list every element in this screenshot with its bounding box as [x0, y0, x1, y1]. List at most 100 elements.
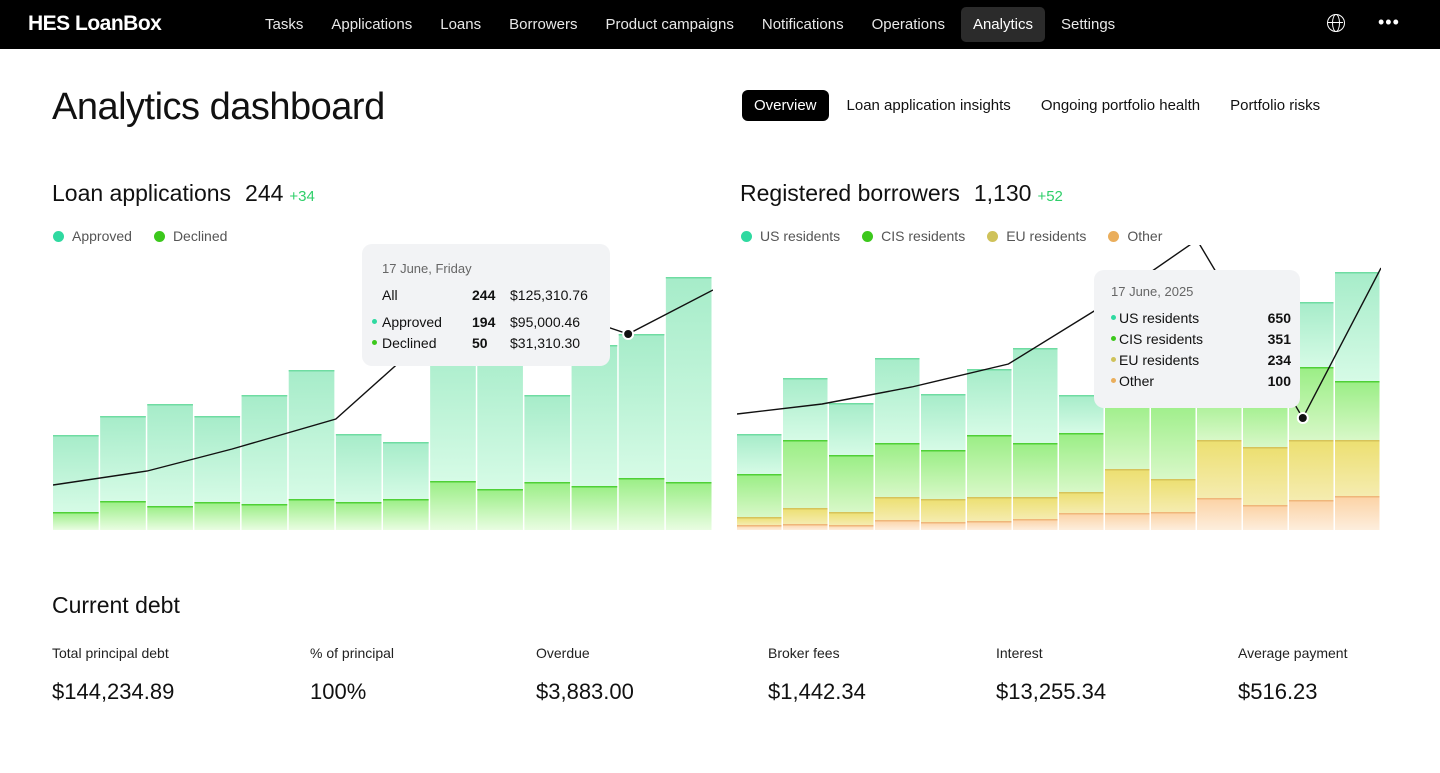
legend-item[interactable]: CIS residents [862, 228, 965, 244]
bar-segment-eu-residents[interactable] [1151, 479, 1196, 512]
bar-segment-us-residents[interactable] [967, 369, 1012, 435]
bar-segment-eu-residents[interactable] [783, 508, 828, 524]
bar-segment-eu-residents[interactable] [875, 497, 920, 520]
bar-segment-approved[interactable] [524, 395, 571, 482]
legend-item[interactable]: Declined [153, 228, 227, 244]
bar-segment-approved[interactable] [53, 435, 99, 512]
tab-loan-application-insights[interactable]: Loan application insights [846, 97, 1011, 114]
bar-segment-other[interactable] [783, 524, 828, 530]
nav-item-tasks[interactable]: Tasks [265, 16, 304, 33]
nav-item-loans[interactable]: Loans [440, 16, 482, 33]
bar-segment-cis-residents[interactable] [1105, 399, 1150, 469]
bar-segment-eu-residents[interactable] [1243, 447, 1288, 505]
bar-segment-other[interactable] [737, 525, 782, 530]
legend-item[interactable]: Other [1108, 228, 1162, 244]
bar-segment-other[interactable] [875, 520, 920, 530]
highlight-point[interactable] [1296, 412, 1309, 424]
bar-segment-other[interactable] [1335, 496, 1380, 530]
bar-segment-declined[interactable] [147, 506, 193, 530]
nav-item-operations[interactable]: Operations [871, 16, 945, 33]
highlight-point[interactable] [622, 328, 635, 340]
bar-segment-eu-residents[interactable] [1013, 497, 1058, 519]
bar-segment-other[interactable] [1197, 498, 1242, 530]
bar-segment-other[interactable] [1243, 505, 1288, 530]
bar-segment-eu-residents[interactable] [737, 517, 782, 525]
nav-item-borrowers[interactable]: Borrowers [509, 16, 578, 33]
nav-item-product-campaigns[interactable]: Product campaigns [605, 16, 734, 33]
bar-segment-declined[interactable] [524, 482, 571, 530]
bar-segment-us-residents[interactable] [783, 378, 828, 440]
bar-segment-cis-residents[interactable] [737, 474, 782, 517]
metric-label: % of principal [310, 645, 395, 661]
tab-ongoing-portfolio-health[interactable]: Ongoing portfolio health [1040, 97, 1201, 114]
nav-item-settings[interactable]: Settings [1060, 16, 1116, 33]
bar-segment-approved[interactable] [288, 370, 335, 499]
bar-segment-eu-residents[interactable] [1335, 440, 1380, 496]
bar-segment-eu-residents[interactable] [1059, 492, 1104, 513]
bar-segment-cis-residents[interactable] [1335, 381, 1380, 440]
bar-segment-approved[interactable] [241, 395, 288, 504]
bar-segment-cis-residents[interactable] [1151, 399, 1196, 479]
bar-segment-other[interactable] [1151, 512, 1196, 530]
bar-segment-approved[interactable] [335, 434, 382, 502]
bar-segment-declined[interactable] [100, 501, 146, 530]
bar-segment-approved[interactable] [383, 442, 429, 499]
tab-overview[interactable]: Overview [742, 90, 829, 121]
legend-item[interactable]: EU residents [987, 228, 1086, 244]
bar-segment-approved[interactable] [618, 334, 665, 478]
bar-segment-declined[interactable] [571, 486, 618, 530]
bar-segment-cis-residents[interactable] [829, 455, 874, 512]
nav-item-notifications[interactable]: Notifications [761, 16, 844, 33]
bar-segment-cis-residents[interactable] [1013, 443, 1058, 497]
bar-segment-cis-residents[interactable] [875, 443, 920, 497]
bar-segment-other[interactable] [967, 521, 1012, 530]
bar-segment-approved[interactable] [194, 416, 241, 502]
bar-segment-approved[interactable] [665, 277, 712, 482]
bar-segment-eu-residents[interactable] [1289, 440, 1334, 500]
bar-segment-declined[interactable] [665, 482, 712, 530]
bar-segment-cis-residents[interactable] [967, 435, 1012, 497]
legend-item[interactable]: US residents [741, 228, 840, 244]
bar-segment-declined[interactable] [288, 499, 335, 530]
more-icon[interactable]: ••• [1378, 12, 1400, 32]
bar-segment-other[interactable] [1105, 513, 1150, 530]
nav-item-analytics[interactable]: Analytics [960, 7, 1045, 42]
bar-segment-us-residents[interactable] [1013, 348, 1058, 443]
tab-portfolio-risks[interactable]: Portfolio risks [1230, 97, 1321, 114]
nav-item-applications[interactable]: Applications [331, 16, 413, 33]
bar-segment-cis-residents[interactable] [783, 440, 828, 508]
bar-segment-other[interactable] [1289, 500, 1334, 530]
globe-icon[interactable] [1327, 14, 1345, 32]
bar-segment-other[interactable] [829, 525, 874, 530]
bar-segment-eu-residents[interactable] [921, 499, 966, 522]
bar-segment-declined[interactable] [383, 499, 429, 530]
legend-label: US residents [760, 228, 841, 244]
bar-segment-approved[interactable] [477, 345, 523, 489]
bar-segment-declined[interactable] [194, 502, 241, 530]
bar-segment-approved[interactable] [147, 404, 193, 506]
bar-segment-us-residents[interactable] [1335, 272, 1380, 381]
bar-segment-eu-residents[interactable] [967, 497, 1012, 521]
bar-segment-us-residents[interactable] [737, 434, 782, 474]
bar-segment-other[interactable] [921, 522, 966, 530]
bar-segment-eu-residents[interactable] [829, 512, 874, 525]
bar-segment-declined[interactable] [53, 512, 99, 530]
bar-segment-declined[interactable] [335, 502, 382, 530]
legend-item[interactable]: Approved [53, 228, 132, 244]
bar-segment-other[interactable] [1013, 519, 1058, 530]
bar-segment-other[interactable] [1059, 513, 1104, 530]
bar-segment-declined[interactable] [618, 478, 665, 530]
bar-segment-eu-residents[interactable] [1105, 469, 1150, 513]
bar-segment-declined[interactable] [477, 489, 523, 530]
bar-segment-approved[interactable] [571, 345, 618, 486]
bar-segment-declined[interactable] [241, 504, 288, 530]
bar-segment-eu-residents[interactable] [1197, 440, 1242, 498]
logo[interactable]: HES LoanBox [28, 12, 162, 35]
bar-segment-cis-residents[interactable] [1059, 433, 1104, 492]
bar-segment-us-residents[interactable] [921, 394, 966, 450]
bar-segment-declined[interactable] [430, 481, 476, 530]
bar-segment-us-residents[interactable] [875, 358, 920, 443]
bar-segment-approved[interactable] [100, 416, 146, 501]
bar-segment-cis-residents[interactable] [921, 450, 966, 499]
bar-segment-us-residents[interactable] [829, 403, 874, 455]
